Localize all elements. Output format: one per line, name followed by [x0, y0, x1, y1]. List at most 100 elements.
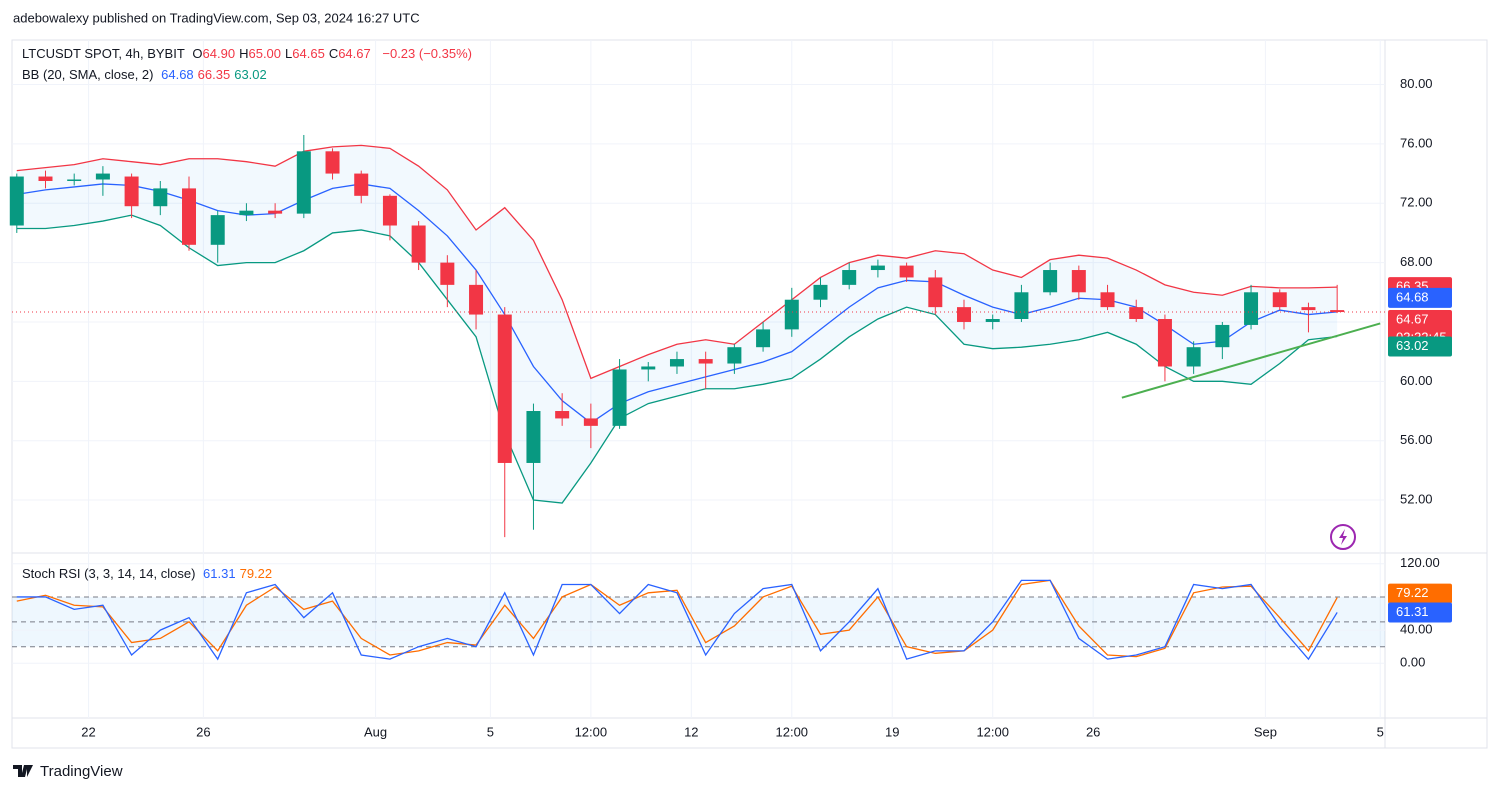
x-tick-label: Sep [1254, 724, 1277, 739]
line [16, 144, 1338, 380]
y-tick-label: 0.00 [1400, 655, 1425, 670]
bb-legend: BB (20, SMA, close, 2) 64.68 66.35 63.02 [22, 67, 275, 82]
band-fill [16, 145, 1338, 504]
candle-body [727, 347, 742, 364]
x-tick-label: 22 [81, 724, 95, 739]
candle-body [669, 359, 684, 367]
candle-body [756, 329, 771, 348]
x-tick-label: 12:00 [575, 724, 608, 739]
candle-body [1043, 270, 1058, 293]
bb-value: 66.35 [197, 67, 231, 82]
candle-body [124, 176, 139, 207]
candle-body [411, 225, 426, 263]
logo: TradingView [13, 763, 123, 780]
lower-badge-bg [1388, 336, 1452, 357]
candle-body [1330, 310, 1345, 313]
y-tick-label: 76.00 [1400, 135, 1433, 150]
line [16, 183, 1338, 424]
candle-body [497, 314, 512, 463]
indicator: Stoch RSI (3, 3, 14, 14, close) [22, 566, 196, 581]
y-tick-label: 40.00 [1400, 622, 1433, 637]
candle-body [870, 265, 885, 271]
candle-body [957, 307, 972, 322]
line [16, 214, 1338, 504]
change: −0.23 (−0.35%) [382, 46, 472, 61]
y-tick-label: 120.00 [1400, 555, 1440, 570]
quote-label: C [328, 46, 339, 61]
stoch-values: 61.31 79.22 [203, 566, 276, 581]
d-badge: 79.22 [1396, 585, 1429, 600]
x-tick-label: 26 [1086, 724, 1100, 739]
candle-body [9, 176, 24, 226]
candle-body [354, 173, 369, 196]
candle-body [239, 210, 254, 216]
candle-body [268, 210, 283, 214]
candle-body [440, 262, 455, 285]
stoch-value: 61.31 [203, 566, 236, 581]
y-tick-label: 72.00 [1400, 195, 1433, 210]
quote-label: O [192, 46, 203, 61]
candle-body [325, 151, 340, 174]
x-tick-label: Aug [364, 724, 387, 739]
quote-value: 65.00 [248, 46, 282, 61]
candle-body [182, 188, 197, 245]
candle-body [95, 173, 110, 180]
candle-body [813, 284, 828, 300]
candle-body [296, 151, 311, 214]
candle-body [583, 418, 598, 426]
quote: O64.90 H65.00 L64.65 C64.67 [192, 46, 374, 61]
candle-body [67, 179, 82, 181]
quote-value: 64.90 [202, 46, 236, 61]
candle-body [1129, 307, 1144, 320]
k-badge-bg [1388, 602, 1452, 623]
x-tick-label: 26 [196, 724, 210, 739]
quote-label: H [239, 46, 249, 61]
quote-label: L [285, 46, 293, 61]
brand: TradingView [40, 763, 123, 780]
candle-body [1272, 292, 1287, 308]
candle-body [928, 277, 943, 308]
candle-body [210, 215, 225, 245]
price-legend: LTCUSDT SPOT, 4h, BYBIT O64.90 H65.00 L64.… [22, 46, 476, 61]
stoch-legend: Stoch RSI (3, 3, 14, 14, close) 61.31 79.… [22, 566, 280, 581]
candle-body [382, 195, 397, 226]
basis-badge: 64.68 [1396, 289, 1429, 304]
candle-body [1244, 292, 1259, 325]
candle-body [1100, 292, 1115, 308]
lightning-icon [1330, 524, 1356, 550]
d-badge-bg [1388, 583, 1452, 604]
trendline [1121, 322, 1381, 399]
candle-body [985, 319, 1000, 322]
k-badge: 61.31 [1396, 604, 1429, 619]
y-tick-label: 80.00 [1400, 76, 1433, 91]
frame [11, 39, 1488, 749]
candle-body [842, 270, 857, 285]
candle-body [1014, 292, 1029, 320]
x-tick-label: 5 [487, 724, 494, 739]
basis-badge-bg [1388, 287, 1452, 308]
x-tick-label: 12:00 [976, 724, 1009, 739]
y-tick-label: 60.00 [1400, 373, 1433, 388]
candle-body [1215, 324, 1230, 348]
candle-body [641, 366, 656, 370]
indicator: BB (20, SMA, close, 2) [22, 67, 154, 82]
line [16, 579, 1338, 658]
lower-badge: 63.02 [1396, 338, 1429, 353]
line [16, 579, 1338, 661]
symbol: LTCUSDT SPOT, 4h, BYBIT [22, 46, 185, 61]
x-tick-label: 12 [684, 724, 698, 739]
candle-body [153, 188, 168, 207]
candle-body [555, 411, 570, 419]
x-tick-label: 5 [1377, 724, 1384, 739]
stoch-value: 79.22 [239, 566, 273, 581]
candle-body [1301, 307, 1316, 311]
candle-body [784, 299, 799, 330]
candle-body [1186, 347, 1201, 367]
bb-value: 63.02 [234, 67, 267, 82]
bb-values: 64.68 66.35 63.02 [161, 67, 271, 82]
candle-body [698, 359, 713, 364]
candle-body [526, 411, 541, 463]
y-tick-label: 56.00 [1400, 432, 1433, 447]
y-tick-label: 52.00 [1400, 491, 1433, 506]
